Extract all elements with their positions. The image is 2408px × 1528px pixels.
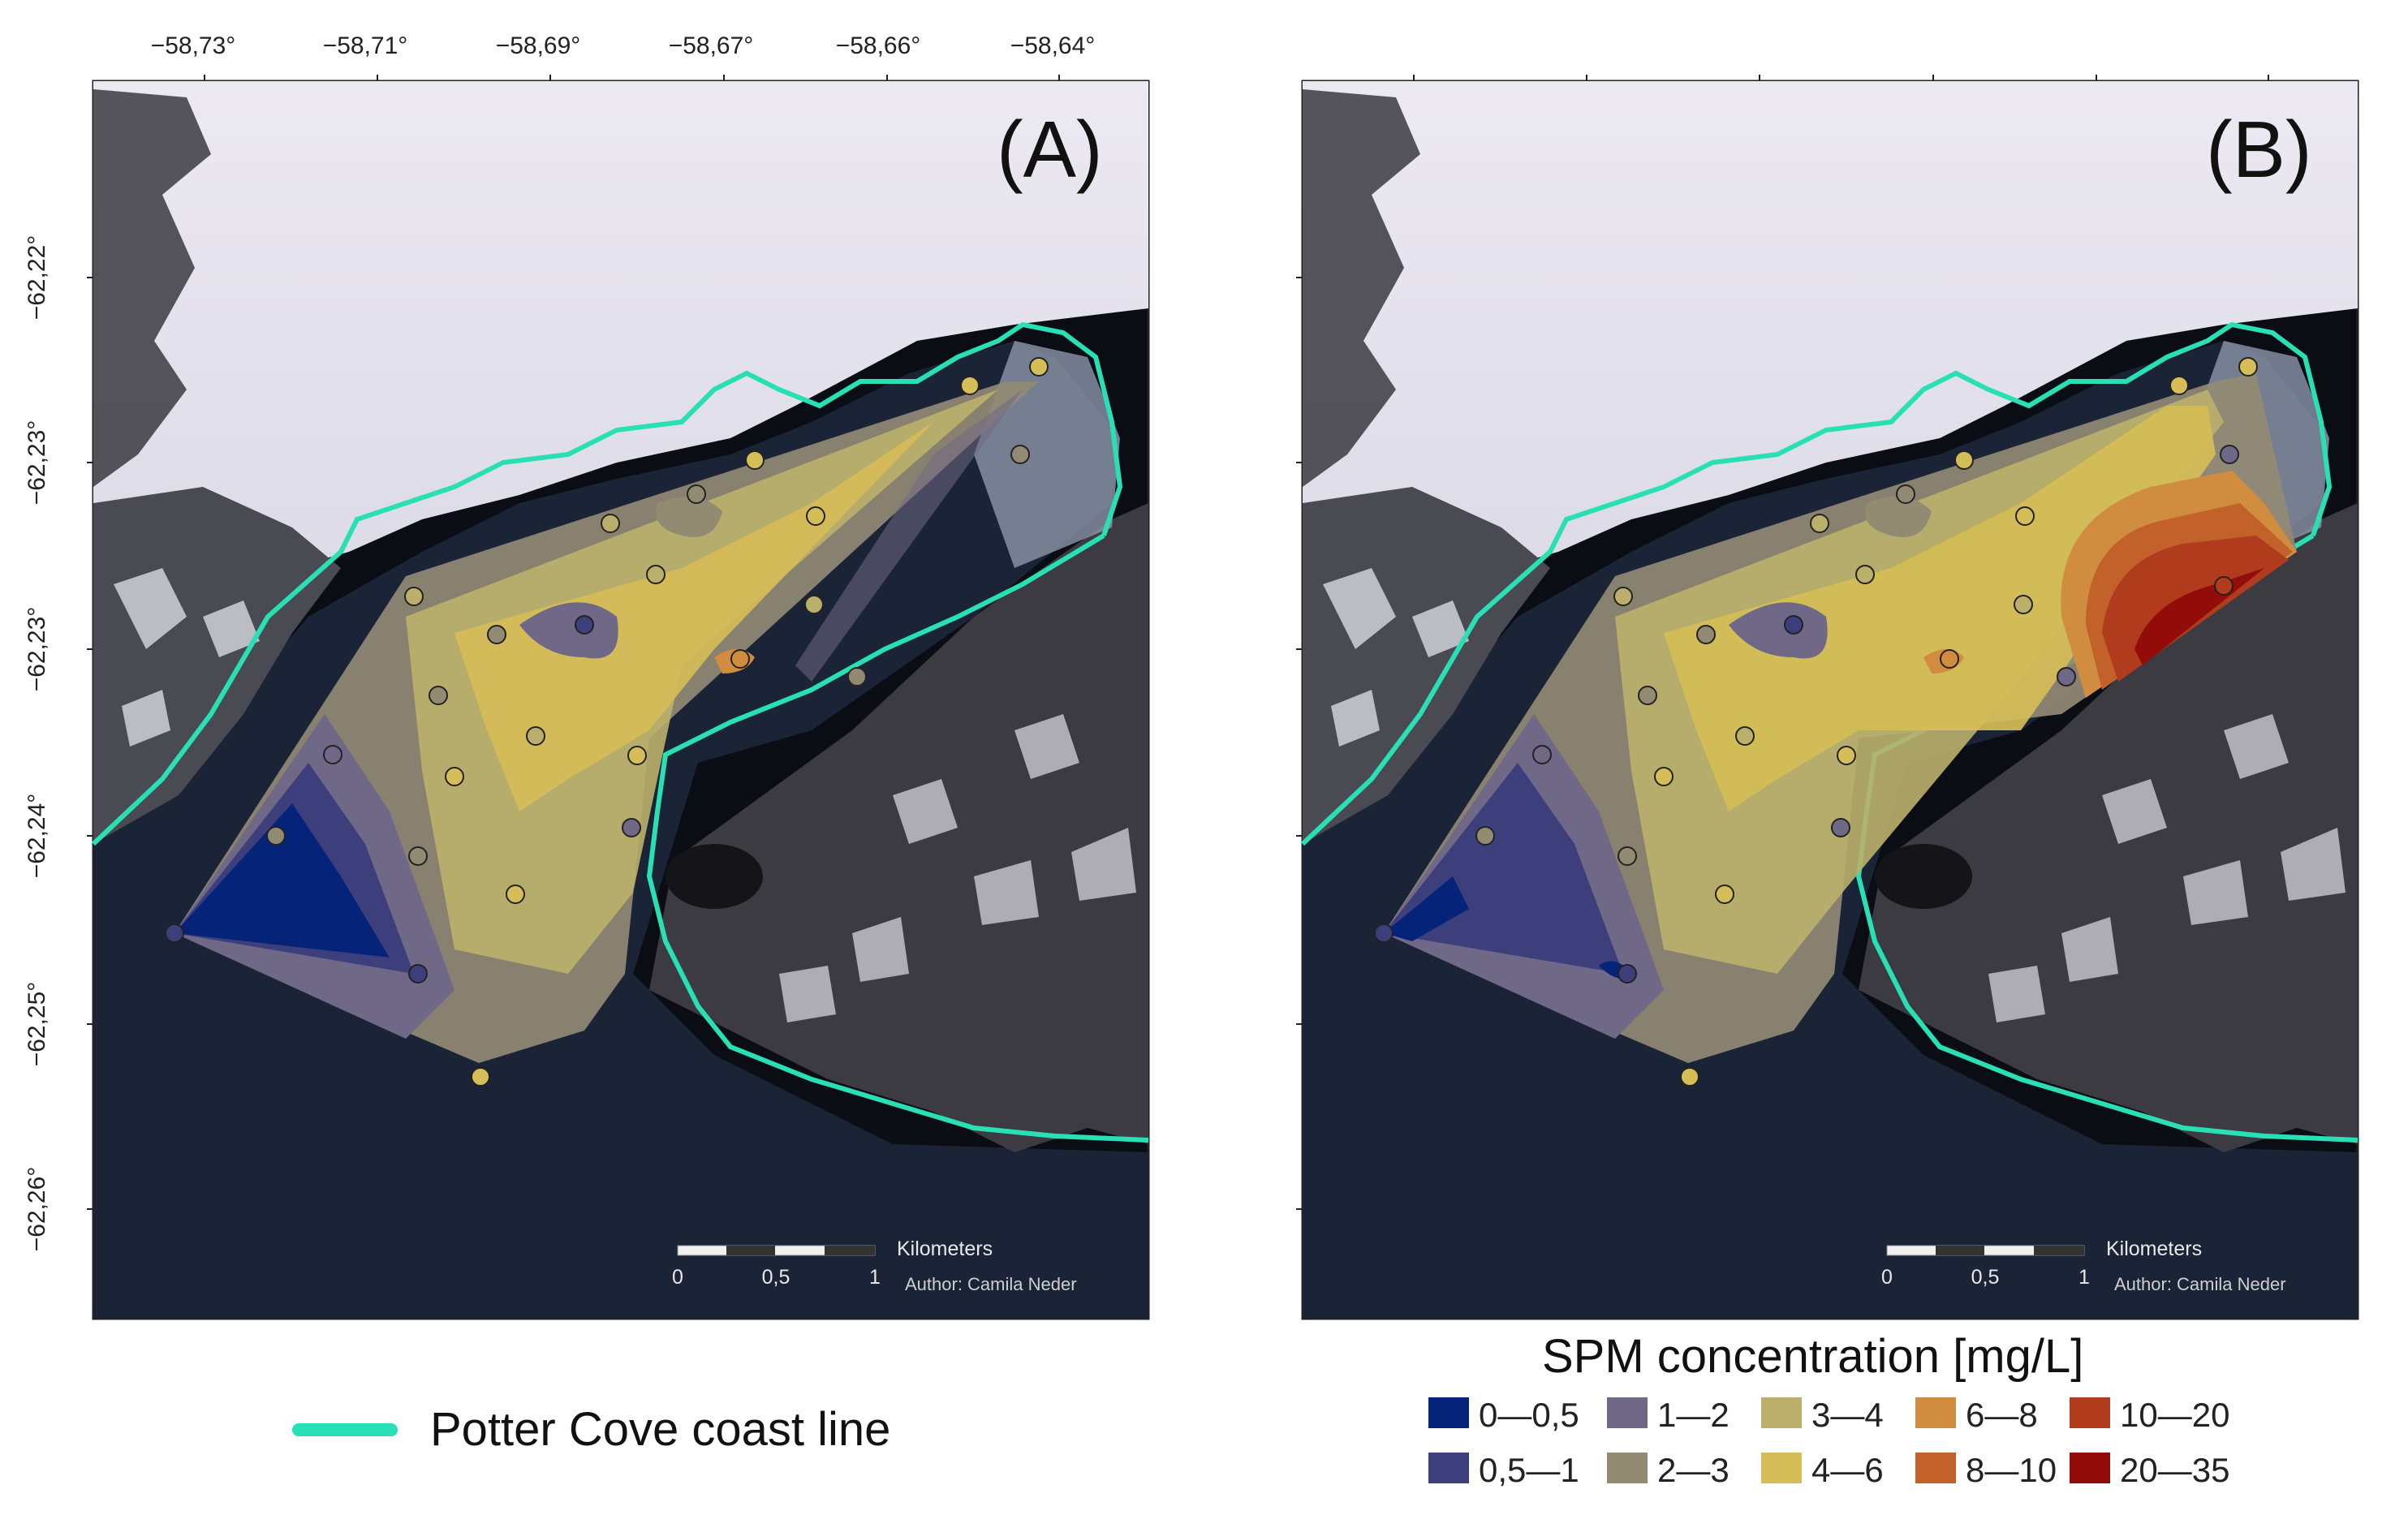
spm-zone-4-6 <box>1664 406 2216 811</box>
land-south-east <box>1859 503 2358 1152</box>
scale-bar-label: 1 <box>2078 1266 2090 1289</box>
legend-swatch <box>1915 1397 1956 1428</box>
legend-label: 4—6 <box>1811 1451 1884 1489</box>
coast-line-legend-label: Potter Cove coast line <box>430 1403 891 1456</box>
sample-stations <box>165 357 1049 1087</box>
spm-zone-east-2-3 <box>795 390 1023 682</box>
spm-legend-title: SPM concentration [mg/L] <box>1542 1330 2084 1383</box>
spm-zone-1-2 <box>519 602 618 659</box>
legend-label: 3—4 <box>1811 1396 1884 1434</box>
legend-label: 2—3 <box>1657 1451 1730 1489</box>
legend-swatch <box>1761 1453 1802 1483</box>
scale-bar-title: Kilometers <box>2106 1237 2203 1260</box>
legend-label: 0,5—1 <box>1479 1451 1579 1489</box>
scale-bar-b <box>1886 1245 2085 1256</box>
y-tick-label: −62,22° <box>24 235 50 321</box>
y-tick-label: −62,25° <box>24 981 50 1067</box>
map-b-canvas <box>1296 75 2359 1320</box>
x-tick-label: −58,66° <box>835 32 921 59</box>
spm-zone-1-2-b <box>1865 497 1932 537</box>
scale-bar-label: 0,5 <box>761 1266 790 1289</box>
scale-bar-label: 0,5 <box>1971 1266 2000 1289</box>
x-tick-label: −58,69° <box>495 32 581 59</box>
legend-label: 10—20 <box>2120 1396 2230 1434</box>
legend-swatch <box>1607 1453 1648 1483</box>
spm-zone-1-2-b <box>656 497 722 537</box>
legend-swatch <box>1607 1397 1648 1428</box>
coast-line-south <box>646 533 1149 1143</box>
legend-label: 8—10 <box>1966 1451 2057 1489</box>
x-tick-label: −58,67° <box>668 32 754 59</box>
sample-stations <box>1374 357 2258 1087</box>
legend-label: 6—8 <box>1966 1396 2038 1434</box>
spm-zone-1-2 <box>1729 602 1828 659</box>
y-tick-label: −62,24° <box>24 793 50 879</box>
y-tick-label: −62,23° <box>24 420 50 506</box>
scale-bar-label: 0 <box>1881 1266 1893 1289</box>
legend-swatch <box>1428 1453 1469 1483</box>
scale-bar-a <box>677 1245 876 1256</box>
panel-label-a: (A) <box>997 105 1103 194</box>
legend-label: 0—0,5 <box>1479 1396 1579 1434</box>
spm-zone-0-0-5 <box>1384 876 1631 979</box>
rocks-north-west <box>1303 89 1420 487</box>
legend-swatch <box>1915 1453 1956 1483</box>
rocks-north-west <box>93 89 211 487</box>
legend-swatch <box>2070 1453 2110 1483</box>
coast-line-north <box>91 321 1123 846</box>
x-tick-label: −58,71° <box>322 32 408 59</box>
spm-zone-0-0-5 <box>174 803 390 958</box>
legend-label: 1—2 <box>1657 1396 1730 1434</box>
legend-swatch <box>1428 1397 1469 1428</box>
legend-swatch <box>2070 1397 2110 1428</box>
y-tick-label: −62,23° <box>24 606 50 692</box>
legend-label: 20—35 <box>2120 1451 2230 1489</box>
x-tick-label: −58,64° <box>1010 32 1096 59</box>
scale-bar-label: 0 <box>672 1266 683 1289</box>
coast-line-swatch-icon <box>292 1423 398 1436</box>
spm-zone-20-35 <box>2134 568 2264 665</box>
map-author: Author: Camila Neder <box>905 1274 1077 1294</box>
map-panel-b: (B) Kilometers 0 0,5 1 Author: Camila Ne… <box>1209 0 2386 1339</box>
y-tick-label: −62,26° <box>24 1166 50 1252</box>
land-south-east <box>649 503 1148 1152</box>
scale-bar-title: Kilometers <box>897 1237 993 1260</box>
spm-concentration-legend: SPM concentration [mg/L] 0—0,5 0,5—1 1—2… <box>1428 1306 2346 1517</box>
map-author: Author: Camila Neder <box>2114 1274 2286 1294</box>
map-panel-a: −58,73° −58,71° −58,69° −58,67° −58,66° … <box>0 0 1177 1339</box>
scale-bar-label: 1 <box>869 1266 881 1289</box>
coast-line-north <box>1300 321 2333 846</box>
panel-label-b: (B) <box>2206 105 2312 194</box>
legend-swatch <box>1761 1397 1802 1428</box>
spm-zone-3-4 <box>406 390 998 974</box>
map-a-canvas <box>87 75 1150 1320</box>
x-tick-label: −58,73° <box>150 32 236 59</box>
